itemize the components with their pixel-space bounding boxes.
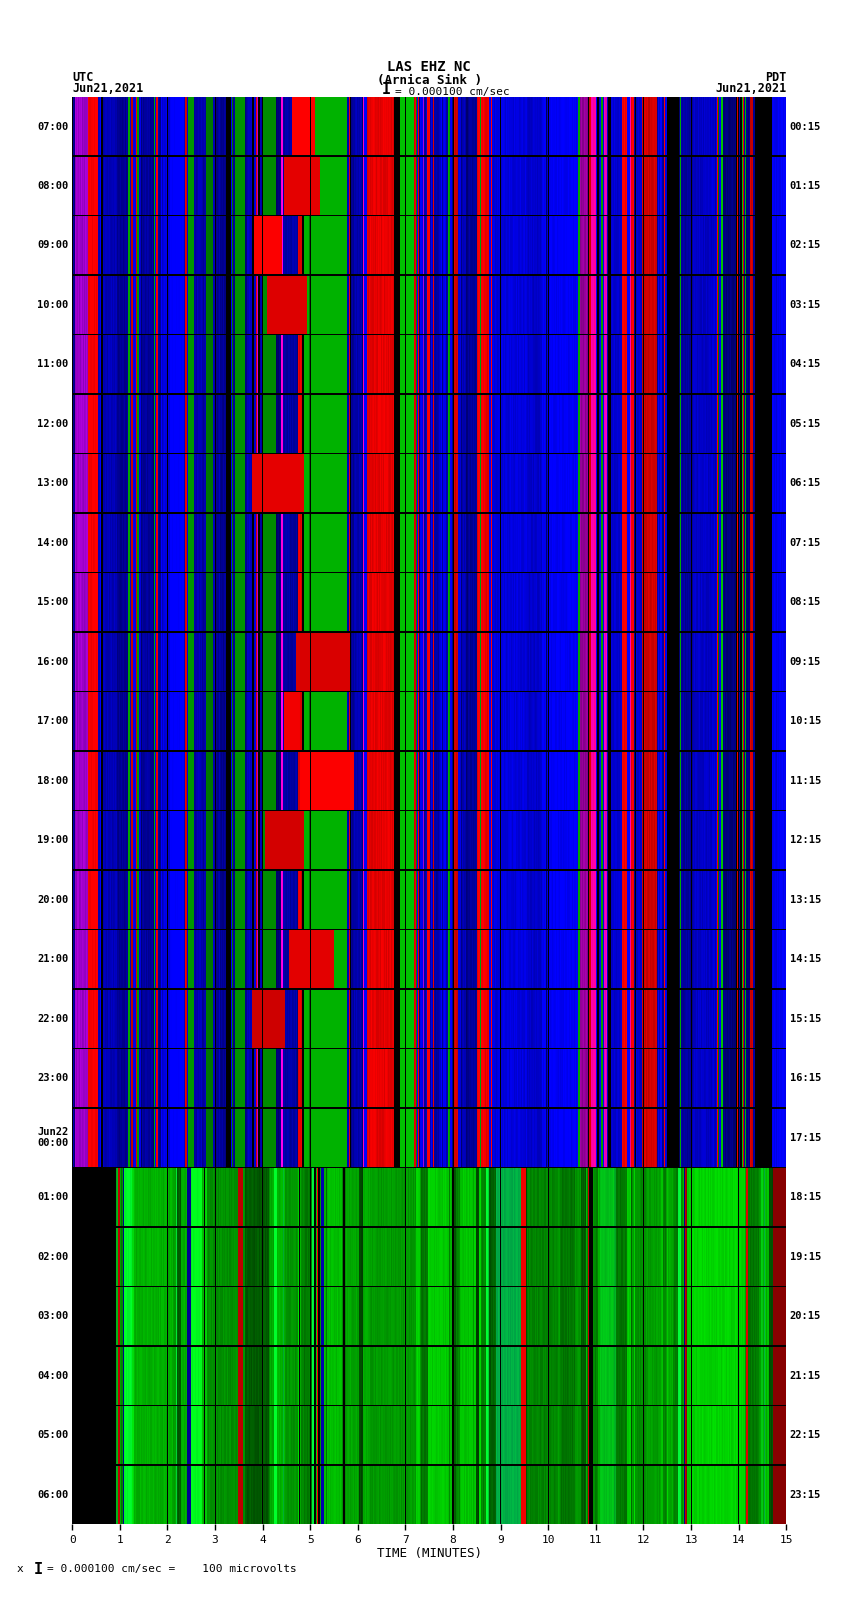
Text: 23:15: 23:15 bbox=[790, 1489, 821, 1500]
Text: 04:15: 04:15 bbox=[790, 360, 821, 369]
Text: 03:15: 03:15 bbox=[790, 300, 821, 310]
Text: 09:00: 09:00 bbox=[37, 240, 69, 250]
Text: 04:00: 04:00 bbox=[37, 1371, 69, 1381]
Text: 23:00: 23:00 bbox=[37, 1073, 69, 1084]
Text: 19:00: 19:00 bbox=[37, 836, 69, 845]
Text: = 0.000100 cm/sec: = 0.000100 cm/sec bbox=[395, 87, 510, 97]
Text: 19:15: 19:15 bbox=[790, 1252, 821, 1261]
Text: PDT: PDT bbox=[765, 71, 786, 84]
Text: 10:15: 10:15 bbox=[790, 716, 821, 726]
Text: 15:00: 15:00 bbox=[37, 597, 69, 608]
Text: (Arnica Sink ): (Arnica Sink ) bbox=[377, 74, 482, 87]
Text: 05:00: 05:00 bbox=[37, 1431, 69, 1440]
Text: 06:15: 06:15 bbox=[790, 479, 821, 489]
Text: Jun21,2021: Jun21,2021 bbox=[72, 82, 144, 95]
Text: Jun22
00:00: Jun22 00:00 bbox=[37, 1127, 69, 1148]
Text: 08:15: 08:15 bbox=[790, 597, 821, 608]
Text: 11:00: 11:00 bbox=[37, 360, 69, 369]
Text: 22:00: 22:00 bbox=[37, 1013, 69, 1024]
Text: 14:15: 14:15 bbox=[790, 955, 821, 965]
Text: 08:00: 08:00 bbox=[37, 181, 69, 190]
Text: = 0.000100 cm/sec =    100 microvolts: = 0.000100 cm/sec = 100 microvolts bbox=[47, 1565, 297, 1574]
Text: I: I bbox=[382, 82, 391, 97]
Text: 17:15: 17:15 bbox=[790, 1132, 821, 1142]
Text: 18:15: 18:15 bbox=[790, 1192, 821, 1202]
Text: 18:00: 18:00 bbox=[37, 776, 69, 786]
Text: 12:15: 12:15 bbox=[790, 836, 821, 845]
Text: 06:00: 06:00 bbox=[37, 1489, 69, 1500]
Text: 05:15: 05:15 bbox=[790, 419, 821, 429]
Text: 22:15: 22:15 bbox=[790, 1431, 821, 1440]
Text: UTC: UTC bbox=[72, 71, 94, 84]
Text: 13:00: 13:00 bbox=[37, 479, 69, 489]
Text: 00:15: 00:15 bbox=[790, 121, 821, 132]
Text: 21:00: 21:00 bbox=[37, 955, 69, 965]
Text: 17:00: 17:00 bbox=[37, 716, 69, 726]
Text: 02:15: 02:15 bbox=[790, 240, 821, 250]
Text: 01:00: 01:00 bbox=[37, 1192, 69, 1202]
Text: 15:15: 15:15 bbox=[790, 1013, 821, 1024]
Text: 13:15: 13:15 bbox=[790, 895, 821, 905]
Text: 01:15: 01:15 bbox=[790, 181, 821, 190]
Text: 07:15: 07:15 bbox=[790, 537, 821, 548]
Text: 14:00: 14:00 bbox=[37, 537, 69, 548]
Text: Jun21,2021: Jun21,2021 bbox=[715, 82, 786, 95]
Text: 07:00: 07:00 bbox=[37, 121, 69, 132]
Text: 20:15: 20:15 bbox=[790, 1311, 821, 1321]
Text: 21:15: 21:15 bbox=[790, 1371, 821, 1381]
Text: 09:15: 09:15 bbox=[790, 656, 821, 666]
Text: 12:00: 12:00 bbox=[37, 419, 69, 429]
Text: 10:00: 10:00 bbox=[37, 300, 69, 310]
Text: 11:15: 11:15 bbox=[790, 776, 821, 786]
Text: 20:00: 20:00 bbox=[37, 895, 69, 905]
Text: 16:15: 16:15 bbox=[790, 1073, 821, 1084]
Text: 03:00: 03:00 bbox=[37, 1311, 69, 1321]
Text: I: I bbox=[34, 1561, 43, 1578]
Text: 16:00: 16:00 bbox=[37, 656, 69, 666]
Text: 02:00: 02:00 bbox=[37, 1252, 69, 1261]
Text: x: x bbox=[17, 1565, 24, 1574]
X-axis label: TIME (MINUTES): TIME (MINUTES) bbox=[377, 1547, 482, 1560]
Text: LAS EHZ NC: LAS EHZ NC bbox=[388, 60, 471, 74]
